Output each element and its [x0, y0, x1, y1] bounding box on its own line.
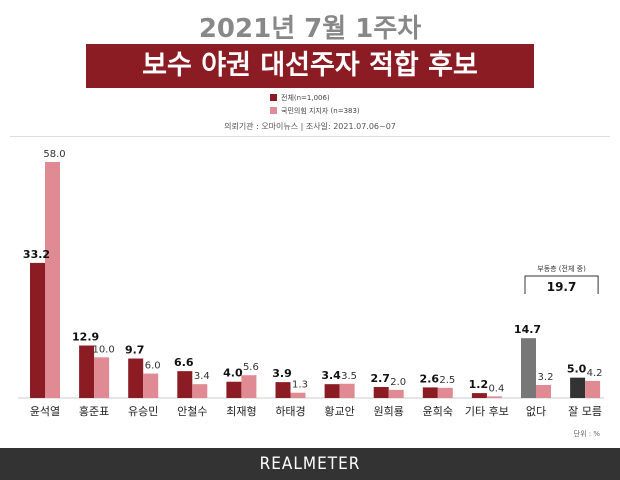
- page-title: 보수 야권 대선주자 적합 후보: [86, 44, 534, 88]
- value-label-total-0: 33.2: [23, 248, 50, 261]
- value-label-supporters-6: 3.5: [341, 371, 357, 382]
- bar-total-6: [324, 384, 340, 398]
- value-label-total-3: 6.6: [174, 356, 194, 369]
- bar-supporters-1: [94, 357, 110, 398]
- value-label-total-10: 14.7: [514, 323, 541, 336]
- bar-supporters-9: [486, 396, 502, 398]
- category-label-11: 잘 모름: [568, 405, 602, 418]
- bar-total-10: [521, 338, 536, 398]
- bar-supporters-4: [241, 375, 257, 398]
- divider: [10, 136, 610, 137]
- bar-total-11: [570, 377, 586, 398]
- value-label-total-2: 9.7: [125, 344, 145, 357]
- category-label-9: 기타 후보: [465, 405, 509, 418]
- legend-swatch-total: [270, 94, 277, 101]
- legend-label-total: 전체(n=1,006): [281, 93, 330, 102]
- unit-label: 단위 : %: [574, 429, 601, 438]
- bar-total-2: [128, 358, 144, 398]
- survey-source: 의뢰기관 : 오마이뉴스 | 조사일: 2021.07.06~07: [224, 122, 396, 131]
- swing-value: 19.7: [547, 280, 577, 294]
- value-label-total-1: 12.9: [72, 331, 99, 344]
- brand-footer: REALMETER: [0, 448, 620, 480]
- value-label-total-9: 1.2: [469, 378, 489, 391]
- value-label-supporters-4: 5.6: [243, 362, 259, 373]
- value-label-supporters-7: 2.0: [390, 377, 406, 388]
- legend: 전체(n=1,006) 국민의힘 지지자 (n=383): [270, 91, 360, 117]
- category-label-2: 유승민: [128, 405, 158, 418]
- value-label-supporters-9: 0.4: [488, 383, 504, 394]
- value-label-total-7: 2.7: [370, 372, 390, 385]
- category-label-7: 원희룡: [374, 405, 404, 418]
- bar-supporters-10: [536, 384, 551, 398]
- bar-total-9: [471, 393, 487, 398]
- bar-supporters-3: [192, 384, 208, 398]
- legend-swatch-supporters: [270, 107, 277, 114]
- bar-total-0: [30, 262, 45, 398]
- value-label-total-5: 3.9: [272, 367, 292, 380]
- value-label-supporters-5: 1.3: [292, 380, 308, 391]
- bar-total-8: [422, 387, 438, 398]
- bar-supporters-5: [290, 392, 306, 398]
- bar-chart: 33.258.0윤석열12.910.0홍준표9.76.0유승민6.63.4안철수…: [18, 149, 604, 438]
- legend-item-supporters: 국민의힘 지지자 (n=383): [270, 104, 360, 117]
- legend-label-supporters: 국민의힘 지지자 (n=383): [281, 106, 360, 115]
- super-title: 2021년 7월 1주차: [198, 14, 422, 44]
- value-label-supporters-2: 6.0: [145, 361, 161, 372]
- bar-supporters-2: [143, 373, 159, 398]
- bar-supporters-0: [45, 162, 60, 398]
- category-label-3: 안철수: [177, 405, 207, 418]
- bar-supporters-7: [388, 389, 404, 398]
- value-label-supporters-3: 3.4: [194, 371, 210, 382]
- category-label-5: 하태경: [275, 404, 305, 418]
- value-label-supporters-8: 2.5: [439, 375, 455, 386]
- category-label-10: 없다: [526, 405, 546, 418]
- bar-total-7: [373, 387, 389, 398]
- bar-supporters-11: [585, 380, 601, 398]
- category-label-8: 윤희숙: [423, 405, 453, 418]
- value-label-total-8: 2.6: [420, 372, 440, 385]
- value-label-supporters-0: 58.0: [43, 149, 65, 160]
- value-label-supporters-10: 3.2: [538, 372, 554, 383]
- value-label-supporters-11: 4.2: [587, 368, 603, 379]
- category-label-1: 홍준표: [79, 404, 109, 418]
- swing-label: 부동층 (전체 중): [537, 264, 586, 273]
- swing-bracket: [524, 275, 599, 294]
- value-label-supporters-1: 10.0: [92, 344, 114, 355]
- value-label-total-4: 4.0: [223, 367, 243, 380]
- value-label-total-6: 3.4: [321, 369, 341, 382]
- value-label-total-11: 5.0: [567, 363, 587, 376]
- category-label-0: 윤석열: [30, 405, 60, 418]
- bar-total-3: [177, 371, 193, 398]
- bar-supporters-8: [437, 387, 453, 398]
- bar-total-5: [275, 382, 291, 398]
- bar-total-4: [226, 381, 242, 398]
- category-label-6: 황교안: [324, 405, 354, 418]
- bar-supporters-6: [339, 383, 355, 398]
- bar-total-1: [79, 345, 95, 398]
- category-label-4: 최재형: [226, 405, 256, 418]
- legend-item-total: 전체(n=1,006): [270, 91, 360, 104]
